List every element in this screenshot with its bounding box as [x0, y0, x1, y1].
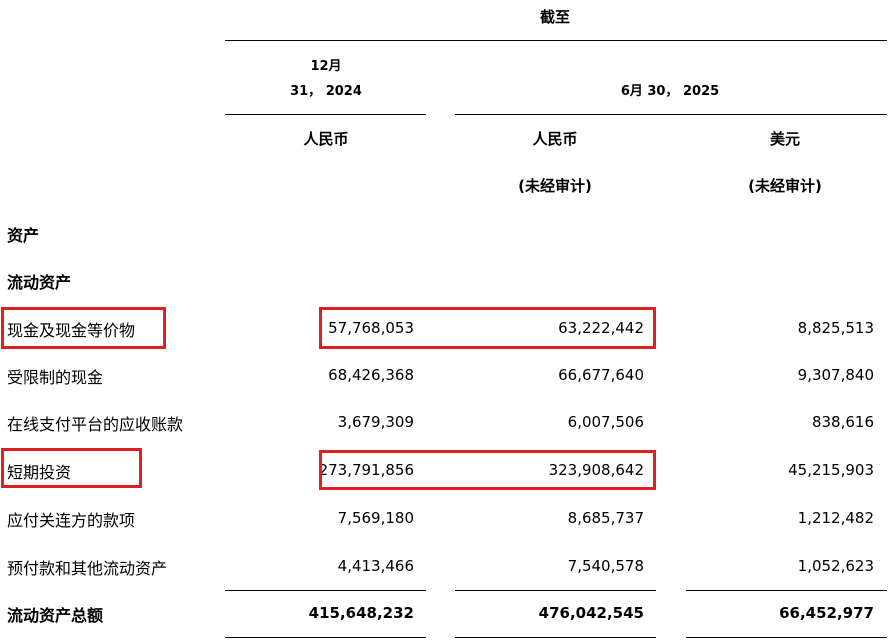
total-value-col2: 476,042,545: [538, 604, 644, 622]
col1-date-year: 31， 2024: [290, 84, 362, 99]
row-value-col1: 7,569,180: [337, 509, 414, 527]
row-value-col2: 7,540,578: [567, 557, 644, 575]
row-value-col1: 4,413,466: [337, 557, 414, 575]
total-value-col3: 66,452,977: [779, 604, 874, 622]
row-value-col2: 8,685,737: [567, 509, 644, 527]
row-label: 短期投资: [7, 463, 72, 482]
bottom-rule-col3: [686, 637, 887, 638]
row-label: 受限制的现金: [7, 368, 104, 387]
row-value-col2: 323,908,642: [548, 461, 644, 479]
total-rule-col2: [455, 590, 656, 591]
header-rule-top: [225, 40, 887, 41]
row-value-col3: 45,215,903: [788, 461, 874, 479]
total-rule-col3: [686, 590, 887, 591]
row-value-col3: 1,052,623: [797, 557, 874, 575]
col1-date-month: 12月: [310, 59, 342, 74]
row-value-col1: 57,768,053: [328, 319, 414, 337]
highlight-cash-label: [1, 307, 166, 349]
highlight-short-term-values: [319, 450, 656, 490]
row-value-col3: 8,825,513: [797, 319, 874, 337]
row-value-col3: 1,212,482: [797, 509, 874, 527]
section-current-assets: 流动资产: [7, 273, 72, 292]
col1-date-rule: [225, 114, 426, 115]
total-value-col1: 415,648,232: [308, 604, 414, 622]
total-rule-col1: [225, 590, 426, 591]
highlight-cash-values: [319, 307, 656, 349]
col3-currency: 美元: [769, 130, 800, 148]
row-value-col2: 63,222,442: [558, 319, 644, 337]
as-of-heading: 截至: [539, 8, 570, 26]
row-label: 在线支付平台的应收账款: [7, 415, 184, 434]
row-label: 现金及现金等价物: [7, 321, 136, 340]
col2-currency: 人民币: [532, 130, 578, 148]
row-value-col1: 3,679,309: [337, 413, 414, 431]
row-value-col2: 66,677,640: [558, 366, 644, 384]
row-value-col3: 9,307,840: [797, 366, 874, 384]
col1-currency: 人民币: [303, 130, 349, 148]
row-value-col1: 273,791,856: [318, 461, 414, 479]
row-label: 预付款和其他流动资产: [7, 559, 168, 578]
col2-unaudited-note: (未经审计): [518, 177, 592, 195]
col23-date-rule: [455, 114, 887, 115]
bottom-rule-col1: [225, 637, 426, 638]
section-assets: 资产: [7, 226, 40, 245]
bottom-rule-col2: [455, 637, 656, 638]
row-label-total: 流动资产总额: [7, 606, 104, 625]
col23-date: 6月 30， 2025: [620, 84, 720, 99]
row-label: 应付关连方的款项: [7, 511, 136, 530]
row-value-col1: 68,426,368: [328, 366, 414, 384]
row-value-col2: 6,007,506: [567, 413, 644, 431]
col3-unaudited-note: (未经审计): [748, 177, 822, 195]
row-value-col3: 838,616: [811, 413, 874, 431]
highlight-short-term-label: [1, 448, 142, 488]
